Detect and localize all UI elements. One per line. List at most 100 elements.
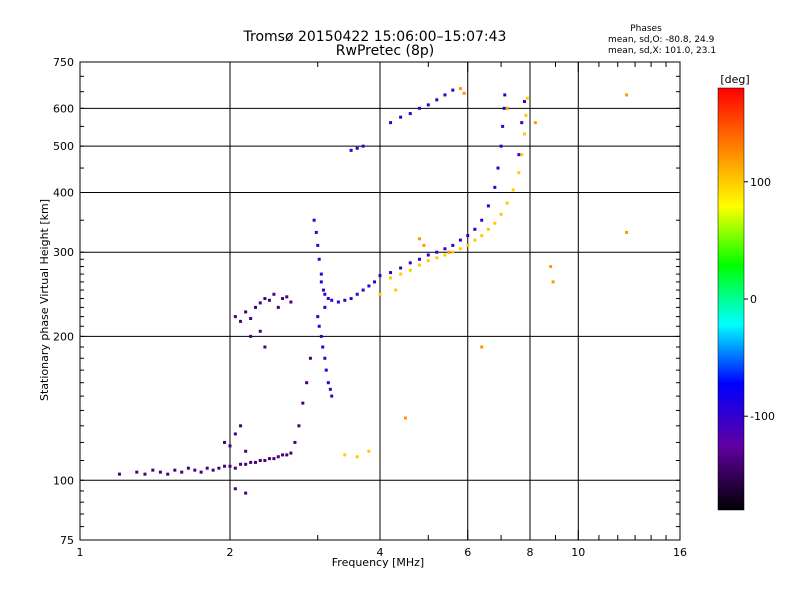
data-point: [399, 266, 403, 270]
data-point: [281, 453, 285, 457]
data-point: [520, 121, 524, 125]
data-point: [417, 106, 421, 110]
data-point: [328, 387, 332, 391]
data-point: [205, 466, 209, 470]
data-point: [451, 88, 455, 92]
data-point: [158, 470, 162, 474]
data-point: [473, 227, 477, 231]
data-point: [258, 458, 262, 462]
data-point: [272, 457, 276, 461]
data-point: [323, 305, 327, 309]
data-point: [330, 298, 334, 302]
data-point: [473, 238, 477, 242]
y-tick-label: 750: [53, 56, 74, 69]
data-point: [625, 93, 629, 97]
data-point: [324, 368, 328, 372]
data-point: [367, 449, 371, 453]
data-point: [501, 124, 505, 128]
data-point: [378, 292, 382, 296]
data-point: [389, 271, 393, 275]
data-point: [166, 472, 170, 476]
data-point: [349, 297, 353, 301]
data-point: [361, 144, 365, 148]
data-point: [316, 315, 320, 319]
y-tick-label: 200: [53, 330, 74, 343]
grid-lines: [80, 62, 680, 540]
data-point: [458, 87, 462, 91]
data-point: [408, 268, 412, 272]
data-point: [253, 305, 257, 309]
data-point: [326, 381, 330, 385]
data-point: [239, 424, 243, 428]
colorbar: 100 0 -100: [717, 87, 775, 511]
data-point: [330, 394, 334, 398]
x-tick-label: 6: [464, 546, 471, 559]
data-point: [186, 466, 190, 470]
data-point: [272, 292, 276, 296]
x-tick-label: 4: [377, 546, 384, 559]
colorbar-tick-label: 0: [750, 293, 757, 306]
data-point: [349, 148, 353, 152]
x-tick-label: 8: [527, 546, 534, 559]
data-point: [289, 451, 293, 455]
data-point: [520, 153, 524, 157]
phase-info-line2: mean, sd,X: 101.0, 23.1: [608, 46, 716, 56]
data-point: [244, 310, 248, 314]
data-point: [211, 468, 215, 472]
x-axis-label: Frequency [MHz]: [332, 556, 424, 569]
data-point: [233, 487, 237, 491]
data-point: [317, 324, 321, 328]
data-point: [466, 234, 470, 238]
data-point: [267, 457, 271, 461]
data-point: [343, 298, 347, 302]
data-point: [499, 212, 503, 216]
data-point: [180, 470, 184, 474]
data-point: [343, 453, 347, 457]
y-tick-label: 100: [53, 474, 74, 487]
axes: 1 2 4 6 8 10 16 75 100 200 300 400 500 600 750: [53, 56, 687, 559]
data-point: [502, 106, 506, 110]
colorbar-tick-label: 100: [750, 176, 771, 189]
data-point: [244, 462, 248, 466]
data-point: [486, 204, 490, 208]
data-point: [503, 93, 507, 97]
y-tick-label: 500: [53, 140, 74, 153]
phase-info-line1: mean, sd,O: -80.8, 24.9: [608, 35, 715, 45]
data-point: [276, 305, 280, 309]
data-point: [143, 472, 147, 476]
data-point: [326, 297, 330, 301]
data-point: [505, 201, 509, 205]
data-point: [505, 106, 509, 110]
y-tick-label: 75: [60, 534, 74, 547]
data-point: [493, 221, 497, 225]
data-point: [308, 356, 312, 360]
data-point: [443, 253, 447, 257]
data-point: [435, 250, 439, 254]
data-point: [312, 218, 316, 222]
data-point: [511, 188, 515, 192]
data-point: [233, 466, 237, 470]
data-point: [493, 185, 497, 189]
data-point: [408, 261, 412, 265]
colorbar-label: [deg]: [720, 73, 749, 86]
data-point: [399, 115, 403, 119]
data-point: [417, 237, 421, 241]
y-tick-label: 400: [53, 186, 74, 199]
data-point: [443, 247, 447, 251]
data-point: [258, 301, 262, 305]
data-point: [367, 284, 371, 288]
data-point: [323, 292, 327, 296]
data-point: [244, 449, 248, 453]
data-point: [408, 112, 412, 116]
data-point: [499, 144, 503, 148]
data-point: [244, 491, 248, 495]
data-point: [293, 440, 297, 444]
data-point: [297, 424, 301, 428]
data-point: [466, 243, 470, 247]
data-point: [263, 345, 267, 349]
data-point: [233, 432, 237, 436]
data-point: [417, 257, 421, 261]
data-point: [285, 295, 289, 299]
data-point: [267, 298, 271, 302]
data-point: [517, 153, 521, 157]
